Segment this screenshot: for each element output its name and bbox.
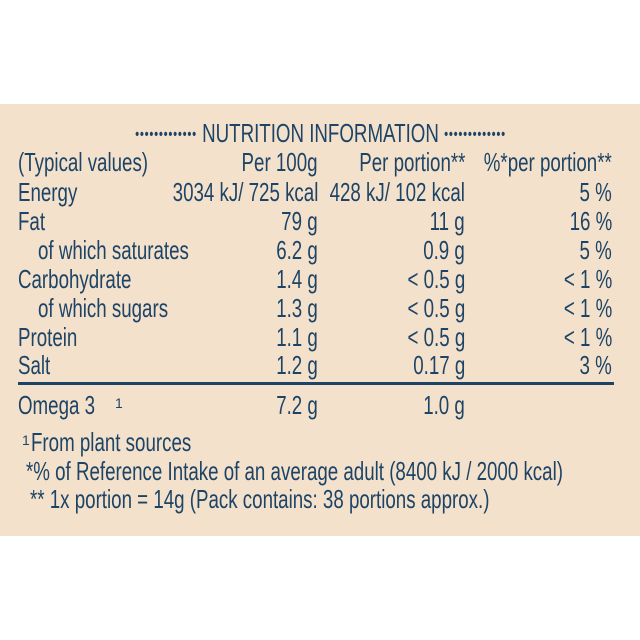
row-label-text: Salt (18, 350, 51, 380)
row-per-portion: 0.17 g (393, 350, 465, 380)
row-ri: 5 % (567, 235, 612, 265)
footnote-plant-sources-text: From plant sources (30, 427, 192, 457)
row-per-100g: 79 g (267, 206, 318, 236)
row-ri: 16 % (553, 206, 612, 236)
footnote-reference-intake-text: *% of Reference Intake of an average adu… (26, 456, 563, 486)
row-label: Protein (18, 322, 100, 352)
row-per-100g: 6.2 g (260, 235, 318, 265)
row-per-portion-text: < 0.5 g (407, 293, 465, 323)
row-ri: 3 % (567, 350, 612, 380)
row-label: Carbohydrate (18, 264, 176, 294)
row-per-portion-text: < 0.5 g (407, 264, 465, 294)
row-label: Energy (18, 177, 100, 207)
row-per-portion-text: 0.17 g (412, 350, 465, 380)
header-ri-per-portion: %*per portion** (434, 147, 612, 177)
row-per-100g-text: 1.2 g (276, 350, 318, 380)
row-per-100g-text: 1.1 g (276, 322, 318, 352)
row-label: of which sugars (38, 293, 219, 323)
divider-line (18, 382, 614, 385)
omega-per-100g-text: 7.2 g (276, 390, 318, 420)
row-label-text: of which saturates (38, 235, 189, 265)
title-text: ••••••••••••• NUTRITION INFORMATION ••••… (135, 118, 506, 150)
row-per-100g-text: 79 g (281, 206, 318, 236)
row-label-text: Fat (18, 206, 46, 236)
footnote-portion-size-text: ** 1x portion = 14g (Pack contains: 38 p… (30, 484, 490, 514)
row-ri-text: 5 % (579, 177, 612, 207)
omega-label: Omega 3 1 (18, 390, 123, 420)
row-label-text: of which sugars (38, 293, 169, 323)
header-per-portion: Per portion** (318, 147, 465, 177)
omega-per-100g: 7.2 g (260, 390, 318, 420)
row-per-100g-text: 1.3 g (276, 293, 318, 323)
header-ri-per-portion-text: %*per portion** (483, 147, 612, 177)
row-per-portion: 0.9 g (407, 235, 465, 265)
row-per-100g: 3034 kJ/ 725 kcal (116, 177, 318, 207)
footnote-superscript: 1 (22, 432, 30, 448)
row-per-portion: 11 g (416, 206, 465, 236)
header-typical-values-text: (Typical values) (18, 147, 149, 177)
row-ri-text: < 1 % (563, 322, 612, 352)
header-per-100g-text: Per 100g (242, 147, 318, 177)
row-per-portion: < 0.5 g (385, 293, 465, 323)
title: ••••••••••••• NUTRITION INFORMATION ••••… (0, 118, 640, 150)
row-label-text: Carbohydrate (18, 264, 132, 294)
header-per-100g: Per 100g (212, 147, 318, 177)
omega-superscript: 1 (114, 395, 123, 411)
title-label: NUTRITION INFORMATION (201, 118, 439, 148)
row-per-portion: 428 kJ/ 102 kcal (277, 177, 465, 207)
row-ri-text: < 1 % (563, 293, 612, 323)
footnote-portion-size: ** 1x portion = 14g (Pack contains: 38 p… (30, 484, 640, 514)
row-per-portion-text: 11 g (429, 206, 465, 236)
omega-per-portion: 1.0 g (407, 390, 465, 420)
row-ri-text: 3 % (579, 350, 612, 380)
row-per-100g: 1.1 g (260, 322, 318, 352)
omega-label-text: Omega 3 (18, 390, 96, 420)
omega-per-portion-text: 1.0 g (423, 390, 465, 420)
row-per-100g: 1.2 g (260, 350, 318, 380)
row-label: of which saturates (38, 235, 248, 265)
row-per-portion-text: < 0.5 g (407, 322, 465, 352)
row-label: Fat (18, 206, 56, 236)
row-ri-text: < 1 % (563, 264, 612, 294)
title-dots-right: ••••••••••••• (443, 126, 506, 144)
header-typical-values: (Typical values) (18, 147, 199, 177)
row-per-portion-text: 0.9 g (423, 235, 465, 265)
row-per-portion: < 0.5 g (385, 264, 465, 294)
row-per-portion: < 0.5 g (385, 322, 465, 352)
row-label-text: Energy (18, 177, 78, 207)
row-per-100g: 1.4 g (260, 264, 318, 294)
row-ri-text: 16 % (569, 206, 612, 236)
title-dots-left: ••••••••••••• (134, 126, 197, 144)
row-per-100g-text: 3034 kJ/ 725 kcal (172, 177, 318, 207)
row-ri: < 1 % (545, 293, 612, 323)
row-ri-text: 5 % (579, 235, 612, 265)
row-per-100g-text: 1.4 g (276, 264, 318, 294)
row-ri: 5 % (567, 177, 612, 207)
header-per-portion-text: Per portion** (358, 147, 465, 177)
row-label-text: Protein (18, 322, 78, 352)
row-per-100g-text: 6.2 g (276, 235, 318, 265)
footnote-reference-intake: *% of Reference Intake of an average adu… (26, 456, 640, 486)
row-per-100g: 1.3 g (260, 293, 318, 323)
row-label: Salt (18, 350, 63, 380)
label-background (0, 104, 640, 536)
row-ri: < 1 % (545, 264, 612, 294)
footnote-plant-sources: 1From plant sources (22, 427, 253, 457)
row-per-portion-text: 428 kJ/ 102 kcal (329, 177, 465, 207)
row-ri: < 1 % (545, 322, 612, 352)
